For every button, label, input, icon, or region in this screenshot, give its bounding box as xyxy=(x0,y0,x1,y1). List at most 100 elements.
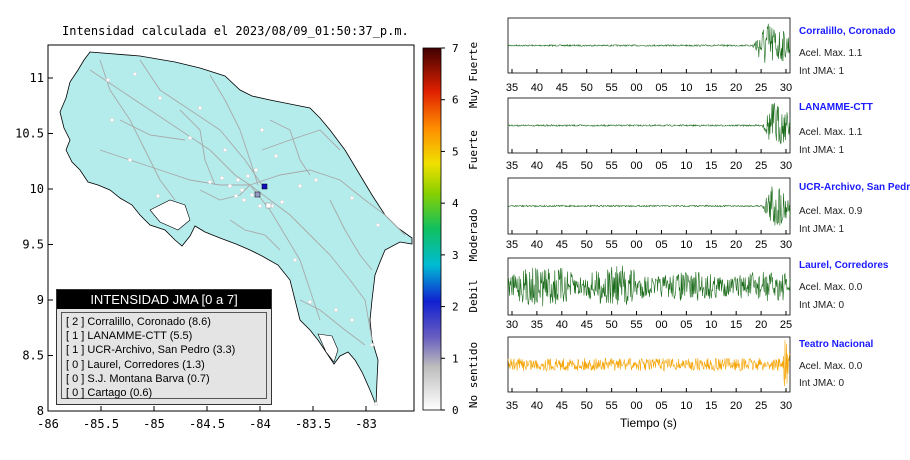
colorbar-label: Debil xyxy=(467,279,480,312)
colorbar-tick-label: 3 xyxy=(452,249,459,262)
colorbar-ticks: 7 6 5 4 3 2 1 0 xyxy=(441,42,459,417)
seismogram-tick-label: 10 xyxy=(705,319,717,331)
map-x-tick-label: -85.5 xyxy=(83,417,119,431)
seismogram-tick-label: 10 xyxy=(680,160,692,172)
seismogram-tick-label: 40 xyxy=(531,239,543,251)
seismogram-tick-label: 35 xyxy=(506,400,518,412)
station-acel: Acel. Max. 1.1 xyxy=(799,127,863,138)
seismogram-tick-label: 15 xyxy=(730,319,742,331)
station-name: Corralillo, Coronado xyxy=(799,26,896,37)
colorbar-tick-label: 7 xyxy=(452,42,459,55)
map-y-tick-label: 8.5 xyxy=(22,349,44,363)
seismogram-tick-label: 25 xyxy=(755,160,767,172)
seismogram-tick-label: 00 xyxy=(630,82,642,94)
seismogram-tick-label: 00 xyxy=(630,160,642,172)
map-x-tick-label: -83.5 xyxy=(295,417,331,431)
map-x-axis: -86 -85.5 -85 -84.5 -84 -83.5 -83 xyxy=(37,406,377,431)
seismogram-tick-label: 30 xyxy=(780,160,792,172)
intensity-colorbar xyxy=(422,47,442,411)
seismogram-tick-label: 40 xyxy=(556,319,568,331)
seismogram-tick-label: 50 xyxy=(581,82,593,94)
seismogram-tick-label: 15 xyxy=(705,82,717,94)
seismogram-tick-label: 25 xyxy=(755,239,767,251)
seismogram-tick-label: 25 xyxy=(755,400,767,412)
legend-item: [ 1 ] UCR-Archivo, San Pedro (3.3) xyxy=(66,344,236,357)
seismogram-tick-label: 50 xyxy=(581,400,593,412)
map-x-tick-label: -86 xyxy=(37,417,59,431)
seismogram-tick-label: 40 xyxy=(531,160,543,172)
legend-title: INTENSIDAD JMA [0 a 7] xyxy=(57,290,271,309)
seismogram-tick-label: 45 xyxy=(556,160,568,172)
seismogram-tick-label: 20 xyxy=(730,400,742,412)
seismogram-tick-label: 25 xyxy=(780,319,792,331)
station-corralillo-marker xyxy=(261,183,268,190)
seismogram-tick-label: 40 xyxy=(531,82,543,94)
seismogram-tick-label: 30 xyxy=(780,400,792,412)
seismogram-panels: 35 40 45 50 55 00 05 10 15 20 25 30 35 40 45 50 55 00 05 10… xyxy=(506,17,792,412)
seismogram-tick-label: 55 xyxy=(606,160,618,172)
station-acel: Acel. Max. 1.1 xyxy=(799,48,863,59)
seismogram-tick-label: 55 xyxy=(606,239,618,251)
station-name: Laurel, Corredores xyxy=(799,260,889,271)
seismogram-tick-label: 15 xyxy=(705,400,717,412)
colorbar-tick-label: 6 xyxy=(452,94,459,107)
map-title: Intensidad calculada el 2023/08/09_01:50… xyxy=(62,24,409,38)
colorbar-labels: Muy Fuerte Fuerte Moderado Debil No sentido xyxy=(467,42,480,408)
seismogram-tick-label: 45 xyxy=(556,400,568,412)
seismogram-tick-label: 05 xyxy=(655,82,667,94)
seismogram-tick-label: 20 xyxy=(730,160,742,172)
station-acel: Acel. Max. 0.9 xyxy=(799,206,863,217)
legend-item: [ 0 ] Laurel, Corredores (1.3) xyxy=(66,358,205,371)
map-x-tick-label: -84 xyxy=(249,417,271,431)
seismogram-tick-label: 05 xyxy=(655,160,667,172)
seismogram-tick-label: 00 xyxy=(655,319,667,331)
seismogram-tick-label: 20 xyxy=(755,319,767,331)
seismogram-tick-label: 45 xyxy=(581,319,593,331)
seismogram-tick-label: 05 xyxy=(655,239,667,251)
station-int: Int JMA: 1 xyxy=(799,145,845,156)
seismogram-tick-label: 10 xyxy=(680,239,692,251)
map-y-tick-label: 10 xyxy=(30,182,44,196)
legend-item: [ 1 ] LANAMME-CTT (5.5) xyxy=(66,330,193,343)
seismogram-tick-label: 45 xyxy=(556,239,568,251)
colorbar-tick-label: 1 xyxy=(452,352,459,365)
seismogram-tick-label: 35 xyxy=(531,319,543,331)
station-name: Teatro Nacional xyxy=(799,339,874,350)
station-int: Int JMA: 0 xyxy=(799,300,845,311)
colorbar-label: No sentido xyxy=(467,342,480,408)
map-y-axis: 11 10.5 10 9.5 9 8.5 8 xyxy=(15,71,53,418)
map-y-tick-label: 11 xyxy=(30,71,44,85)
map-y-tick-label: 8 xyxy=(37,404,44,418)
seismogram-tick-label: 00 xyxy=(630,400,642,412)
colorbar-label: Muy Fuerte xyxy=(467,42,480,108)
time-axis-label: Tiempo (s) xyxy=(620,416,677,430)
station-acel: Acel. Max. 0.0 xyxy=(799,361,863,372)
seismogram-tick-label: 30 xyxy=(506,319,518,331)
station-int: Int JMA: 1 xyxy=(799,66,845,77)
colorbar-tick-label: 2 xyxy=(452,301,459,314)
seismogram-tick-label: 20 xyxy=(730,239,742,251)
seismogram-tick-label: 00 xyxy=(630,239,642,251)
map-x-tick-label: -83 xyxy=(355,417,377,431)
seismogram-tick-label: 50 xyxy=(581,160,593,172)
station-lanamme-marker xyxy=(254,191,261,198)
seismogram-trace xyxy=(507,340,791,387)
seismogram-tick-label: 20 xyxy=(730,82,742,94)
gulf-of-nicoya xyxy=(149,199,191,231)
seismogram-trace xyxy=(507,103,791,145)
seismogram-tick-label: 50 xyxy=(606,319,618,331)
seismogram-tick-label: 45 xyxy=(556,82,568,94)
colorbar-tick-label: 4 xyxy=(452,197,459,210)
seismogram-tick-label: 35 xyxy=(506,239,518,251)
colorbar-label: Fuerte xyxy=(467,130,480,170)
legend-item: [ 0 ] Cartago (0.6) xyxy=(66,386,153,399)
map-x-tick-label: -84.5 xyxy=(189,417,225,431)
intensity-legend: INTENSIDAD JMA [0 a 7] [ 2 ] Corralillo,… xyxy=(56,289,272,405)
seismogram-tick-label: 05 xyxy=(680,319,692,331)
station-ucr-marker xyxy=(265,202,272,209)
seismogram-tick-label: 30 xyxy=(780,82,792,94)
seismogram-tick-label: 35 xyxy=(506,160,518,172)
seismogram-trace xyxy=(507,265,791,307)
seismogram-tick-label: 55 xyxy=(606,400,618,412)
